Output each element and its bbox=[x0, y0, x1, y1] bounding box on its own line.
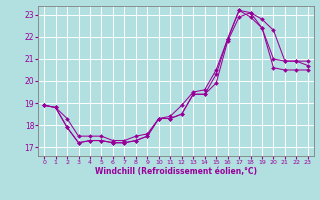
X-axis label: Windchill (Refroidissement éolien,°C): Windchill (Refroidissement éolien,°C) bbox=[95, 167, 257, 176]
